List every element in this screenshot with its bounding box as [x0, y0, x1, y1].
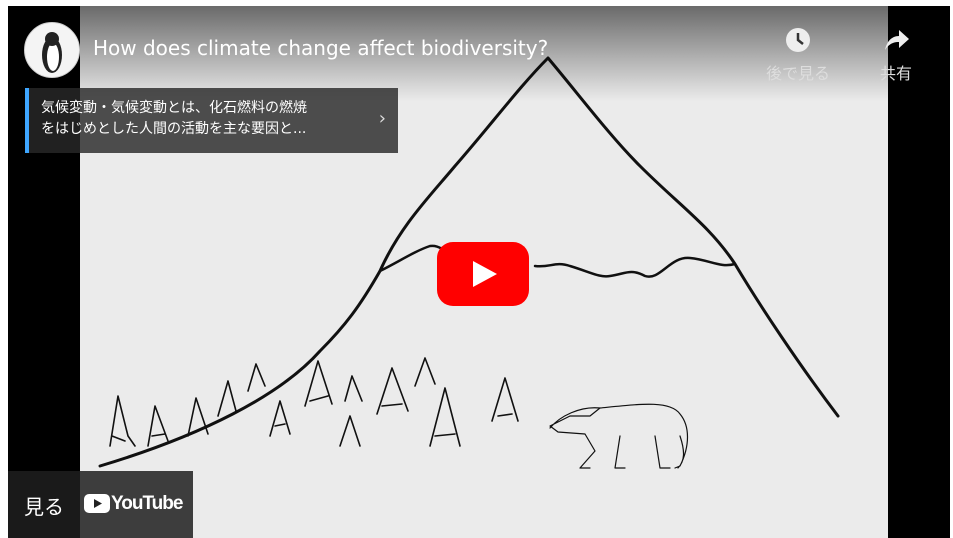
watch-label: 見る: [24, 491, 64, 520]
page: How does climate change affect biodivers…: [0, 0, 953, 538]
watch-later[interactable]: 後で見る: [758, 26, 838, 84]
play-button[interactable]: [437, 242, 529, 306]
channel-avatar[interactable]: [24, 22, 80, 78]
avatar-image: [25, 23, 79, 77]
action-label: 後で見る: [758, 60, 838, 84]
video-title[interactable]: How does climate change affect biodivers…: [93, 36, 548, 60]
trees: [110, 358, 518, 446]
watch-on-youtube[interactable]: 見る YouTube: [8, 471, 193, 538]
clock-icon: [783, 26, 813, 56]
info-card[interactable]: 気候変動・気候変動とは、化石燃料の燃焼 をはじめとした人間の活動を主な要因と..…: [25, 88, 398, 153]
youtube-logo: YouTube: [111, 493, 182, 515]
share-icon: [881, 26, 911, 56]
youtube-icon: [84, 494, 110, 513]
polar-bear: [550, 404, 688, 468]
card-line: 気候変動・気候変動とは、化石燃料の燃焼: [41, 98, 398, 119]
snow-line: [380, 246, 735, 277]
action-label: 共有: [856, 60, 936, 84]
card-line: をはじめとした人間の活動を主な要因と...: [41, 119, 398, 140]
chevron: ›: [379, 108, 386, 129]
share[interactable]: 共有: [856, 26, 936, 84]
video-player[interactable]: How does climate change affect biodivers…: [8, 6, 950, 538]
